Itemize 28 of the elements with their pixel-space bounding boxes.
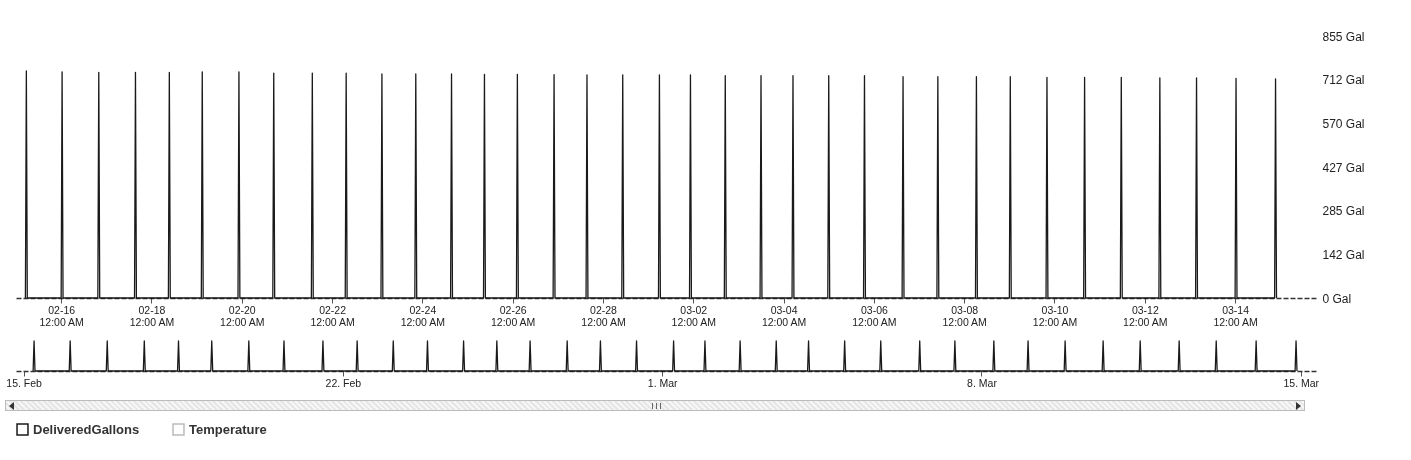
y-tick-label: 427 Gal bbox=[1322, 160, 1365, 175]
x-tick-label: 22. Feb bbox=[325, 376, 362, 389]
x-tick-label: 02-18 12:00 AM bbox=[129, 303, 175, 328]
y-tick-label: 142 Gal bbox=[1322, 247, 1365, 262]
x-tick-label: 03-12 12:00 AM bbox=[1123, 303, 1168, 328]
x-tick-label: 8. Mar bbox=[967, 376, 998, 389]
x-tick-label: 15. Feb bbox=[6, 376, 43, 389]
y-tick-label: 570 Gal bbox=[1322, 116, 1365, 131]
y-tick-label: 285 Gal bbox=[1322, 204, 1365, 219]
x-tick-label: 02-22 12:00 AM bbox=[310, 303, 355, 328]
x-tick-label: 02-24 12:00 AM bbox=[400, 303, 446, 328]
x-tick-label: 03-10 12:00 AM bbox=[1032, 303, 1078, 328]
x-tick-label: 03-14 12:00 AM bbox=[1213, 303, 1258, 328]
legend-label: DeliveredGallons bbox=[33, 421, 140, 437]
legend-label: Temperature bbox=[189, 421, 267, 437]
x-tick-label: 03-02 12:00 AM bbox=[671, 303, 716, 328]
x-tick-label: 02-26 12:00 AM bbox=[490, 303, 536, 328]
x-tick-label: 15. Mar bbox=[1283, 376, 1320, 389]
x-tick-label: 03-06 12:00 AM bbox=[852, 303, 897, 328]
y-tick-label: 712 Gal bbox=[1322, 73, 1365, 88]
x-tick-label: 02-20 12:00 AM bbox=[220, 303, 265, 328]
x-tick-label: 02-16 12:00 AM bbox=[39, 303, 84, 328]
x-tick-label: 03-04 12:00 AM bbox=[761, 303, 807, 328]
y-tick-label: 0 Gal bbox=[1322, 291, 1352, 306]
x-tick-label: 1. Mar bbox=[647, 376, 679, 389]
y-tick-label: 855 Gal bbox=[1322, 29, 1365, 44]
x-tick-label: 03-08 12:00 AM bbox=[942, 303, 987, 328]
x-tick-label: 02-28 12:00 AM bbox=[581, 303, 626, 328]
